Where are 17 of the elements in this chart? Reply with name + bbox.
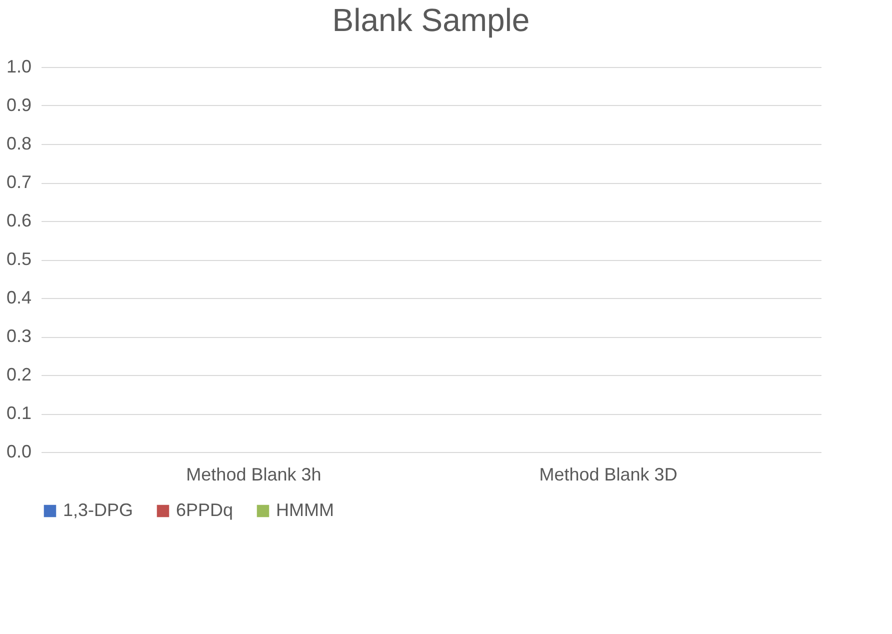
y-tick-label: 0.4 (6, 288, 32, 308)
y-tick-label: 0.6 (6, 210, 32, 230)
y-tick-label: 0.9 (6, 95, 32, 115)
x-tick-label: Method Blank 3h (186, 464, 322, 484)
x-tick-label: Method Blank 3D (539, 464, 678, 484)
y-tick-label: 0.0 (6, 442, 32, 462)
y-tick-label: 0.3 (6, 326, 32, 346)
y-tick-label: 0.8 (6, 134, 32, 154)
y-tick-label: 1.0 (6, 56, 32, 76)
y-tick-label: 0.5 (6, 249, 32, 269)
y-tick-label: 0.7 (6, 172, 32, 192)
y-tick-label: 0.1 (6, 403, 32, 423)
legend-label: HMMM (276, 500, 334, 520)
chart-title: Blank Sample (332, 2, 530, 38)
y-tick-label: 0.2 (6, 364, 32, 384)
legend-label: 1,3-DPG (63, 500, 134, 520)
legend-label: 6PPDq (176, 500, 234, 520)
